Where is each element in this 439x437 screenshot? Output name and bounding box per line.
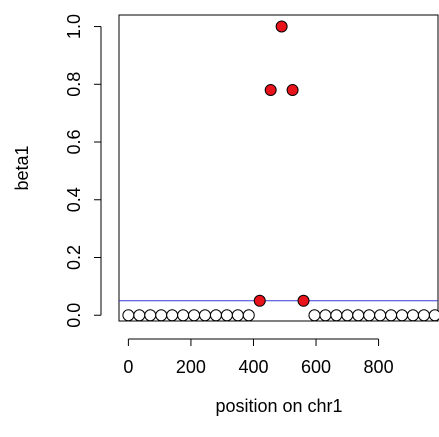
x-tick-label: 800 — [364, 357, 394, 377]
open-point — [330, 309, 343, 322]
open-point — [133, 309, 146, 322]
y-tick-label: 1.0 — [64, 14, 84, 39]
open-point — [155, 309, 168, 322]
x-axis-title: position on chr1 — [215, 396, 342, 416]
plot-frame — [118, 14, 439, 322]
open-point — [177, 309, 190, 322]
y-axis-title: beta1 — [12, 145, 32, 190]
open-point — [188, 309, 201, 322]
y-axis: 0.0 0.2 0.4 0.6 0.8 1.0 — [64, 14, 102, 328]
y-tick-label: 0.6 — [64, 130, 84, 155]
open-point — [166, 309, 179, 322]
open-point — [209, 309, 222, 322]
x-tick-label: 0 — [123, 357, 133, 377]
highlighted-point — [253, 294, 266, 307]
open-point — [374, 309, 387, 322]
open-point — [308, 309, 321, 322]
x-tick-label: 400 — [238, 357, 268, 377]
y-tick-label: 0.0 — [64, 303, 84, 328]
y-tick-label: 0.4 — [64, 187, 84, 212]
highlighted-point — [286, 84, 299, 97]
highlighted-point — [297, 294, 310, 307]
open-point — [428, 309, 439, 322]
data-points — [122, 20, 439, 322]
highlighted-point — [264, 84, 277, 97]
open-point — [231, 309, 244, 322]
open-point — [363, 309, 376, 322]
open-point — [242, 309, 255, 322]
open-point — [406, 309, 419, 322]
open-point — [352, 309, 365, 322]
open-point — [319, 309, 332, 322]
y-tick-label: 0.8 — [64, 72, 84, 97]
open-point — [385, 309, 398, 322]
open-point — [341, 309, 354, 322]
open-point — [220, 309, 233, 322]
highlighted-point — [275, 20, 288, 33]
x-tick-label: 200 — [176, 357, 206, 377]
open-point — [417, 309, 430, 322]
x-axis: 0 200 400 600 800 — [123, 338, 394, 377]
open-point — [396, 309, 409, 322]
open-point — [199, 309, 212, 322]
x-tick-label: 600 — [301, 357, 331, 377]
y-tick-label: 0.2 — [64, 245, 84, 270]
open-point — [122, 309, 135, 322]
open-point — [144, 309, 157, 322]
